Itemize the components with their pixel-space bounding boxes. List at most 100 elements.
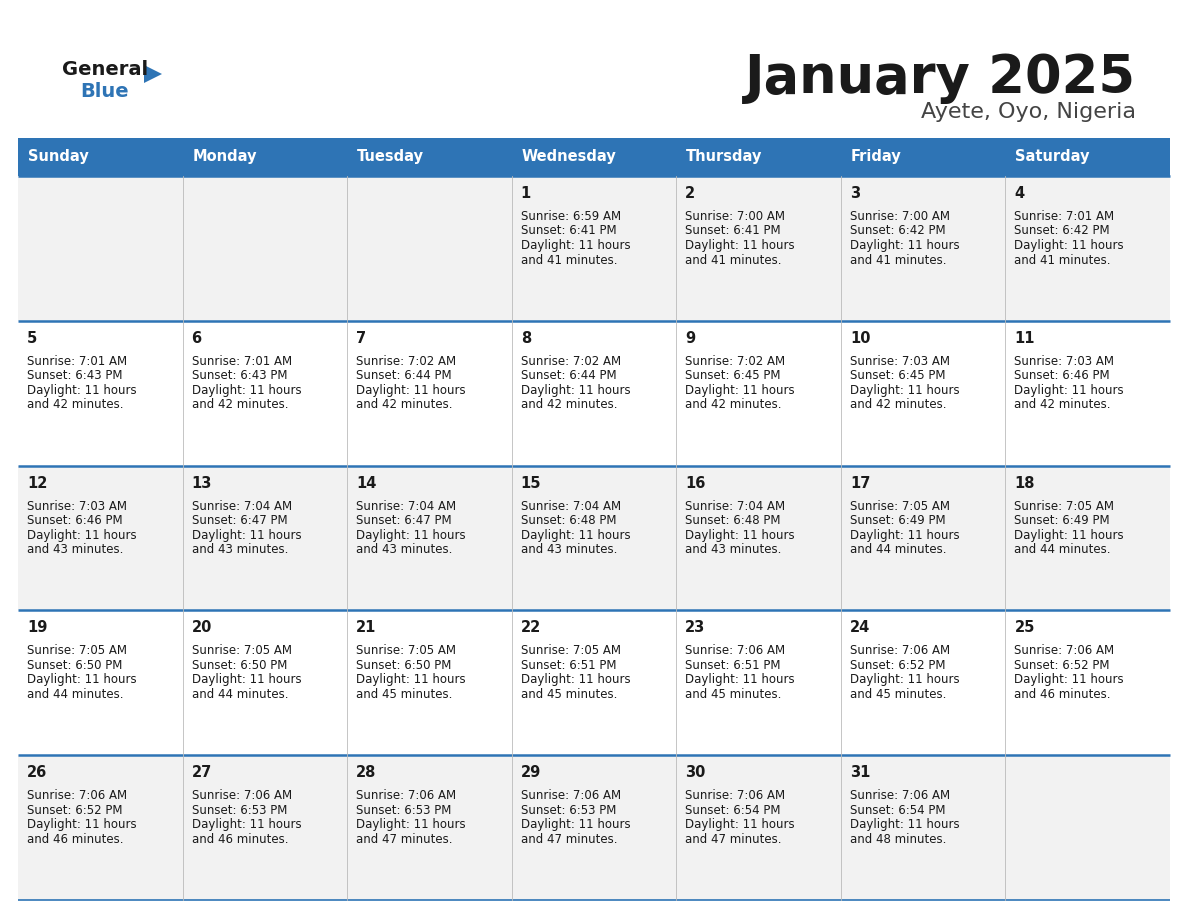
Text: Sunrise: 7:02 AM: Sunrise: 7:02 AM (356, 354, 456, 368)
Text: and 44 minutes.: and 44 minutes. (191, 688, 287, 701)
Bar (18, 465, 1170, 610)
Text: Daylight: 11 hours: Daylight: 11 hours (520, 529, 631, 542)
Text: 27: 27 (191, 766, 211, 780)
Text: Daylight: 11 hours: Daylight: 11 hours (356, 529, 466, 542)
Text: and 42 minutes.: and 42 minutes. (1015, 398, 1111, 411)
Text: 14: 14 (356, 476, 377, 490)
Text: 2: 2 (685, 186, 695, 201)
Text: and 41 minutes.: and 41 minutes. (520, 253, 618, 266)
Text: Sunrise: 7:01 AM: Sunrise: 7:01 AM (191, 354, 292, 368)
Text: and 45 minutes.: and 45 minutes. (685, 688, 782, 701)
Text: Sunday: Sunday (29, 150, 89, 164)
Bar (347, 138, 512, 176)
Text: Tuesday: Tuesday (358, 150, 424, 164)
Text: and 47 minutes.: and 47 minutes. (520, 833, 618, 845)
Text: 22: 22 (520, 621, 541, 635)
Text: Saturday: Saturday (1016, 150, 1089, 164)
Text: 11: 11 (1015, 330, 1035, 346)
Bar (18, 176, 1170, 320)
Text: Sunrise: 7:06 AM: Sunrise: 7:06 AM (849, 644, 950, 657)
Text: Sunrise: 7:03 AM: Sunrise: 7:03 AM (1015, 354, 1114, 368)
Text: 5: 5 (27, 330, 37, 346)
Text: Daylight: 11 hours: Daylight: 11 hours (685, 384, 795, 397)
Text: Sunrise: 7:05 AM: Sunrise: 7:05 AM (520, 644, 620, 657)
Text: Sunrise: 7:00 AM: Sunrise: 7:00 AM (685, 210, 785, 223)
Text: Sunrise: 7:06 AM: Sunrise: 7:06 AM (685, 789, 785, 802)
Text: Wednesday: Wednesday (522, 150, 617, 164)
Text: and 45 minutes.: and 45 minutes. (356, 688, 453, 701)
Text: Sunrise: 7:06 AM: Sunrise: 7:06 AM (1015, 644, 1114, 657)
Text: Daylight: 11 hours: Daylight: 11 hours (191, 674, 302, 687)
Text: 1: 1 (520, 186, 531, 201)
Text: and 41 minutes.: and 41 minutes. (1015, 253, 1111, 266)
Text: Sunset: 6:44 PM: Sunset: 6:44 PM (520, 369, 617, 382)
Text: Sunset: 6:43 PM: Sunset: 6:43 PM (191, 369, 287, 382)
Text: Sunset: 6:49 PM: Sunset: 6:49 PM (1015, 514, 1110, 527)
Text: Daylight: 11 hours: Daylight: 11 hours (27, 674, 137, 687)
Text: Sunset: 6:45 PM: Sunset: 6:45 PM (849, 369, 946, 382)
Text: 20: 20 (191, 621, 211, 635)
Text: Sunrise: 7:02 AM: Sunrise: 7:02 AM (520, 354, 621, 368)
Text: Daylight: 11 hours: Daylight: 11 hours (356, 674, 466, 687)
Text: Daylight: 11 hours: Daylight: 11 hours (191, 818, 302, 831)
Text: Daylight: 11 hours: Daylight: 11 hours (520, 674, 631, 687)
Text: and 43 minutes.: and 43 minutes. (685, 543, 782, 556)
Text: Sunrise: 7:06 AM: Sunrise: 7:06 AM (356, 789, 456, 802)
Text: Sunset: 6:48 PM: Sunset: 6:48 PM (520, 514, 617, 527)
Text: 6: 6 (191, 330, 202, 346)
Text: Daylight: 11 hours: Daylight: 11 hours (849, 529, 960, 542)
Text: 3: 3 (849, 186, 860, 201)
Text: Daylight: 11 hours: Daylight: 11 hours (520, 384, 631, 397)
Text: Sunset: 6:52 PM: Sunset: 6:52 PM (849, 659, 946, 672)
Text: 4: 4 (1015, 186, 1024, 201)
Text: Sunset: 6:47 PM: Sunset: 6:47 PM (191, 514, 287, 527)
Text: 9: 9 (685, 330, 695, 346)
Text: Sunrise: 7:01 AM: Sunrise: 7:01 AM (27, 354, 127, 368)
Text: 26: 26 (27, 766, 48, 780)
Text: Sunset: 6:50 PM: Sunset: 6:50 PM (27, 659, 122, 672)
Text: Sunset: 6:45 PM: Sunset: 6:45 PM (685, 369, 781, 382)
Text: Daylight: 11 hours: Daylight: 11 hours (849, 674, 960, 687)
Text: 17: 17 (849, 476, 871, 490)
Text: Sunrise: 7:05 AM: Sunrise: 7:05 AM (191, 644, 291, 657)
Text: Sunrise: 7:05 AM: Sunrise: 7:05 AM (1015, 499, 1114, 512)
Text: 8: 8 (520, 330, 531, 346)
Text: Daylight: 11 hours: Daylight: 11 hours (356, 384, 466, 397)
Text: Thursday: Thursday (687, 150, 763, 164)
Text: Sunrise: 7:06 AM: Sunrise: 7:06 AM (27, 789, 127, 802)
Text: Daylight: 11 hours: Daylight: 11 hours (1015, 529, 1124, 542)
Text: Sunrise: 7:00 AM: Sunrise: 7:00 AM (849, 210, 950, 223)
Text: and 45 minutes.: and 45 minutes. (520, 688, 617, 701)
Text: General: General (62, 60, 148, 79)
Text: and 42 minutes.: and 42 minutes. (191, 398, 287, 411)
Text: and 47 minutes.: and 47 minutes. (356, 833, 453, 845)
Text: Sunrise: 7:05 AM: Sunrise: 7:05 AM (849, 499, 950, 512)
Text: Sunrise: 6:59 AM: Sunrise: 6:59 AM (520, 210, 621, 223)
Text: and 46 minutes.: and 46 minutes. (191, 833, 287, 845)
Text: 21: 21 (356, 621, 377, 635)
Text: and 42 minutes.: and 42 minutes. (685, 398, 782, 411)
Text: 7: 7 (356, 330, 366, 346)
Text: Sunset: 6:41 PM: Sunset: 6:41 PM (685, 225, 781, 238)
Text: Blue: Blue (80, 82, 128, 101)
Bar (18, 610, 1170, 756)
Text: Sunrise: 7:03 AM: Sunrise: 7:03 AM (849, 354, 950, 368)
Text: and 43 minutes.: and 43 minutes. (520, 543, 617, 556)
Text: and 42 minutes.: and 42 minutes. (849, 398, 947, 411)
Text: 25: 25 (1015, 621, 1035, 635)
Bar (676, 138, 841, 176)
Text: 10: 10 (849, 330, 871, 346)
Text: Daylight: 11 hours: Daylight: 11 hours (685, 239, 795, 252)
Text: 18: 18 (1015, 476, 1035, 490)
Bar (18, 320, 1170, 465)
Text: Sunset: 6:52 PM: Sunset: 6:52 PM (27, 803, 122, 817)
Text: Sunrise: 7:06 AM: Sunrise: 7:06 AM (191, 789, 292, 802)
Text: Daylight: 11 hours: Daylight: 11 hours (27, 384, 137, 397)
Text: Sunset: 6:41 PM: Sunset: 6:41 PM (520, 225, 617, 238)
Text: 13: 13 (191, 476, 211, 490)
Text: Sunset: 6:54 PM: Sunset: 6:54 PM (849, 803, 946, 817)
Text: Sunset: 6:42 PM: Sunset: 6:42 PM (1015, 225, 1110, 238)
Text: and 42 minutes.: and 42 minutes. (356, 398, 453, 411)
Bar (1005, 138, 1170, 176)
Text: Daylight: 11 hours: Daylight: 11 hours (685, 529, 795, 542)
